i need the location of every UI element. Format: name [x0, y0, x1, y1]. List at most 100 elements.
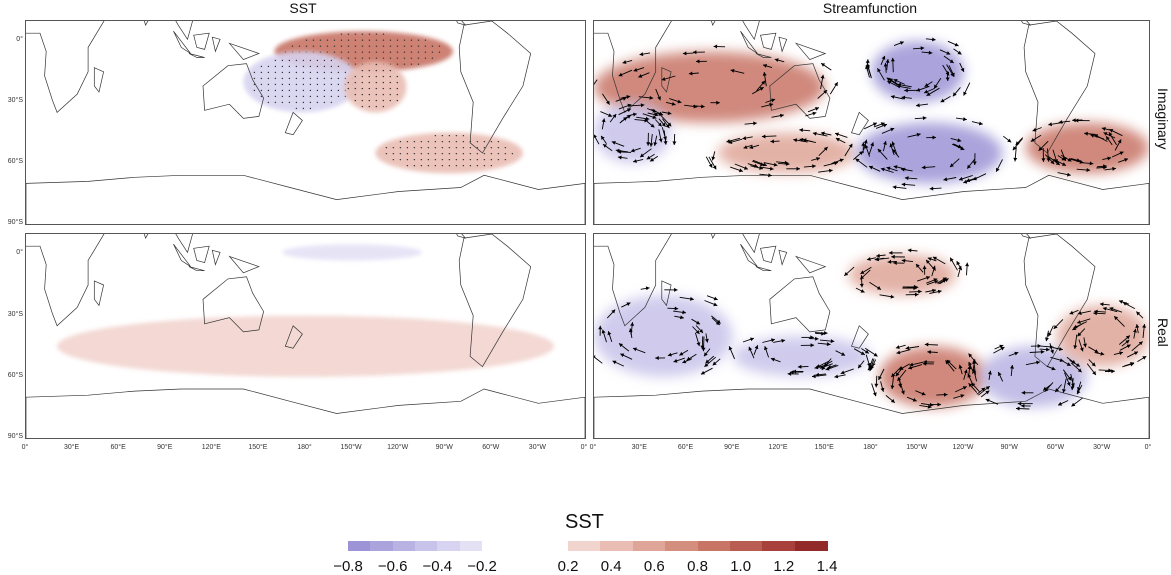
coastline [770, 277, 830, 332]
map-streamfunction-imaginary [593, 20, 1150, 225]
lat-tick-label: 90°S [3, 219, 23, 226]
wind-arrowhead [768, 173, 772, 177]
lon-tick-label: 180° [853, 444, 889, 451]
coastline [94, 68, 103, 92]
wind-arrowhead [889, 251, 893, 255]
anomaly-layer [594, 41, 1149, 183]
coastline [26, 21, 105, 112]
map-sst-real [25, 233, 586, 439]
coastline [174, 244, 191, 266]
coastline [761, 33, 776, 49]
wind-arrowhead [1072, 118, 1076, 122]
lat-tick-label: 90°S [3, 433, 23, 440]
coastline [987, 234, 1030, 238]
anomaly-negative [243, 51, 359, 112]
colorbar-tick-label: 1.4 [805, 558, 849, 575]
wind-arrowhead [726, 139, 730, 143]
coastline [212, 37, 220, 51]
column-title-streamfunction: Streamfunction [770, 0, 970, 16]
coastline [94, 281, 103, 306]
wind-arrowhead [874, 384, 878, 388]
wind-arrowhead [1048, 122, 1052, 126]
lon-tick-label: 150°W [899, 444, 935, 451]
wind-arrowhead [938, 290, 942, 294]
lat-tick-label: 60°S [3, 372, 23, 379]
wind-arrowhead [1071, 403, 1075, 407]
lon-tick-label: 90°E [147, 444, 183, 451]
wind-arrowhead [925, 343, 929, 347]
coastline [212, 250, 220, 264]
wind-arrow [594, 355, 602, 363]
coastline [194, 33, 210, 49]
lon-tick-label: 30°E [621, 444, 657, 451]
anomaly-negative [282, 244, 422, 260]
coastline [741, 244, 758, 266]
coastline [779, 37, 787, 51]
coastline [26, 234, 105, 326]
lon-tick-label: 120°W [945, 444, 981, 451]
lon-tick-label: 60°E [668, 444, 704, 451]
wind-arrowhead [640, 52, 644, 56]
wind-arrowhead [1013, 158, 1017, 162]
coastline [796, 256, 825, 272]
wind-arrowhead [753, 121, 757, 125]
wind-arrowhead [711, 157, 715, 161]
anomaly-positive [1057, 305, 1150, 366]
row-label-imaginary: Imaginary [1155, 88, 1171, 149]
lon-tick-label: 60°W [473, 444, 509, 451]
coastline [987, 21, 1030, 25]
coastline [285, 112, 302, 134]
anomaly-positive [1026, 123, 1149, 174]
anomaly-positive [344, 62, 406, 113]
lon-tick-label: 0° [1130, 444, 1166, 451]
wind-arrowhead [824, 331, 828, 335]
wind-arrowhead [965, 263, 969, 267]
coastline [699, 21, 730, 25]
wind-arrowhead [891, 295, 895, 299]
wind-arrowhead [1111, 369, 1115, 373]
colorbar-positive-segment [795, 541, 828, 551]
wind-arrowhead [896, 345, 900, 349]
lon-tick-label: 120°E [760, 444, 796, 451]
colorbar-negative-segment [370, 541, 393, 551]
coastline [459, 21, 531, 153]
colorbar-negative-segment [437, 541, 460, 551]
colorbar-tick-label: −0.4 [415, 558, 459, 575]
lon-tick-label: 0° [7, 444, 43, 451]
map-streamfunction-real [593, 233, 1150, 439]
wind-arrowhead [923, 116, 927, 120]
coastline [132, 21, 163, 25]
colorbar-tick-label: −0.2 [460, 558, 504, 575]
wind-arrowhead [1108, 368, 1112, 372]
wind-arrowhead [902, 183, 906, 187]
colorbar-tick-label: −0.8 [326, 558, 370, 575]
coastline [166, 234, 194, 252]
column-title-sst: SST [203, 0, 403, 16]
wind-arrowhead [672, 141, 676, 145]
colorbar-tick-label: 0.4 [589, 558, 633, 575]
colorbar-positive-segment [633, 541, 666, 551]
anomaly-negative [872, 41, 965, 102]
coastline [852, 112, 869, 134]
coastline [733, 234, 761, 252]
coastline [741, 31, 758, 53]
lon-tick-label: 120°W [380, 444, 416, 451]
coastline [761, 246, 776, 262]
colorbar-positive-segment [568, 541, 601, 551]
coastline [174, 31, 191, 53]
wind-arrowhead [674, 288, 678, 292]
coastline [229, 43, 259, 59]
anomaly-negative [594, 295, 733, 377]
wind-arrowhead [799, 128, 803, 132]
wind-arrowhead [908, 248, 912, 252]
wind-arrowhead [897, 351, 901, 355]
colorbar-title: SST [565, 511, 604, 534]
coastline [733, 21, 761, 39]
coastline [779, 250, 787, 264]
anomaly-negative [856, 123, 1002, 184]
lon-tick-label: 150°E [240, 444, 276, 451]
lon-tick-label: 60°W [1038, 444, 1074, 451]
anomaly-layer [57, 244, 554, 377]
coastline [229, 256, 259, 272]
colorbar-negative-segment [393, 541, 416, 551]
